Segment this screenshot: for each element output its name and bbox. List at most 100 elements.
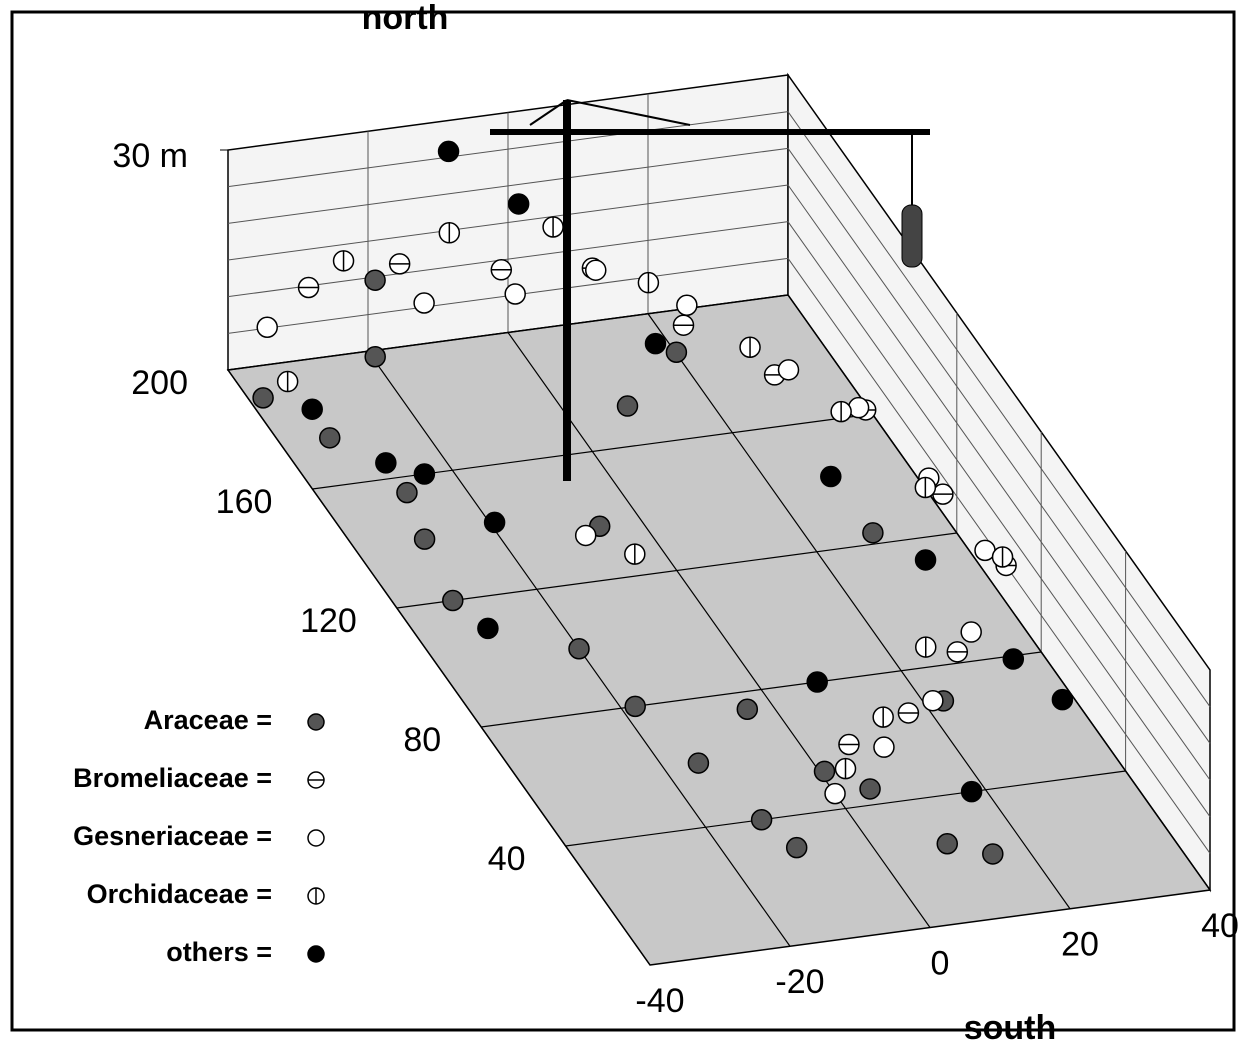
- point-body: [676, 294, 698, 316]
- point-body: [504, 283, 526, 305]
- point: [413, 292, 435, 314]
- point: [364, 346, 386, 368]
- point-body: [507, 193, 530, 215]
- point-body: [413, 292, 435, 314]
- point: [936, 833, 958, 855]
- point: [504, 283, 526, 305]
- legend-label: others =: [166, 937, 272, 967]
- point: [736, 698, 759, 721]
- point-body: [785, 836, 808, 859]
- wall-grid: [787, 184, 1211, 781]
- point: [307, 887, 325, 905]
- point: [542, 216, 564, 238]
- point-body: [687, 752, 710, 774]
- point: [847, 396, 870, 419]
- point-body: [442, 589, 464, 612]
- grid-line: [787, 294, 1211, 891]
- point-body: [319, 427, 341, 449]
- point-body: [364, 346, 386, 368]
- point: [490, 259, 513, 281]
- point: [319, 427, 341, 449]
- point-body: [813, 760, 836, 783]
- point: [873, 736, 895, 758]
- point: [307, 829, 325, 847]
- point: [897, 702, 920, 724]
- point: [616, 395, 639, 417]
- point: [687, 752, 710, 774]
- point-body: [806, 671, 828, 693]
- point-body: [396, 481, 418, 504]
- point: [442, 589, 464, 612]
- point: [739, 336, 761, 358]
- point: [982, 843, 1004, 865]
- crane-cable: [529, 99, 568, 126]
- point: [824, 782, 846, 805]
- grid-line: [507, 332, 931, 928]
- point: [483, 511, 506, 534]
- point-body: [483, 511, 506, 534]
- point-body: [936, 833, 958, 855]
- point-body: [820, 465, 842, 488]
- point-body: [301, 398, 323, 420]
- point: [859, 778, 881, 800]
- point: [568, 638, 590, 660]
- point-body: [574, 524, 597, 547]
- point: [830, 400, 852, 423]
- point-body: [307, 713, 325, 731]
- point-body: [847, 396, 870, 419]
- point: [862, 522, 884, 544]
- x-tick-label: -20: [775, 963, 824, 1001]
- wall-grid: [787, 111, 1211, 707]
- y-tick-label: 200: [131, 364, 188, 402]
- point: [437, 140, 460, 163]
- point-body: [982, 843, 1004, 865]
- point: [413, 463, 436, 485]
- point: [438, 222, 461, 244]
- point: [914, 476, 937, 499]
- wall-grid: [787, 148, 1211, 744]
- point: [332, 250, 355, 272]
- point-body: [914, 549, 937, 571]
- point-body: [252, 387, 274, 409]
- point-body: [624, 695, 646, 718]
- crane: [490, 99, 930, 481]
- point: [507, 193, 530, 215]
- point: [960, 780, 983, 803]
- point: [307, 713, 325, 731]
- crane-bucket: [901, 204, 923, 268]
- point-body: [307, 829, 325, 847]
- point-body: [644, 332, 667, 355]
- point-body: [307, 945, 325, 963]
- point-body: [568, 638, 590, 660]
- legend-label: Araceae =: [144, 705, 272, 735]
- north-label: north: [362, 0, 449, 37]
- point: [834, 757, 857, 780]
- y-tick-label: 120: [300, 602, 357, 640]
- south-label: south: [964, 1009, 1057, 1046]
- point-body: [437, 140, 460, 163]
- point: [307, 771, 325, 789]
- point-body: [256, 316, 278, 339]
- point-body: [862, 522, 884, 544]
- x-tick-label: 40: [1201, 907, 1239, 945]
- point: [672, 314, 695, 336]
- point: [991, 546, 1014, 568]
- point: [252, 387, 274, 409]
- point: [960, 621, 982, 643]
- point-body: [477, 617, 499, 640]
- point-body: [1051, 688, 1074, 711]
- point-body: [960, 780, 983, 803]
- point: [276, 370, 299, 393]
- walls: [227, 72, 1211, 893]
- point: [388, 253, 411, 275]
- point: [820, 465, 842, 488]
- point-body: [824, 782, 846, 805]
- point: [256, 316, 278, 339]
- point: [946, 641, 969, 663]
- point: [307, 945, 325, 963]
- x-tick-label: 20: [1061, 926, 1099, 964]
- point-body: [364, 269, 386, 291]
- point: [777, 359, 800, 381]
